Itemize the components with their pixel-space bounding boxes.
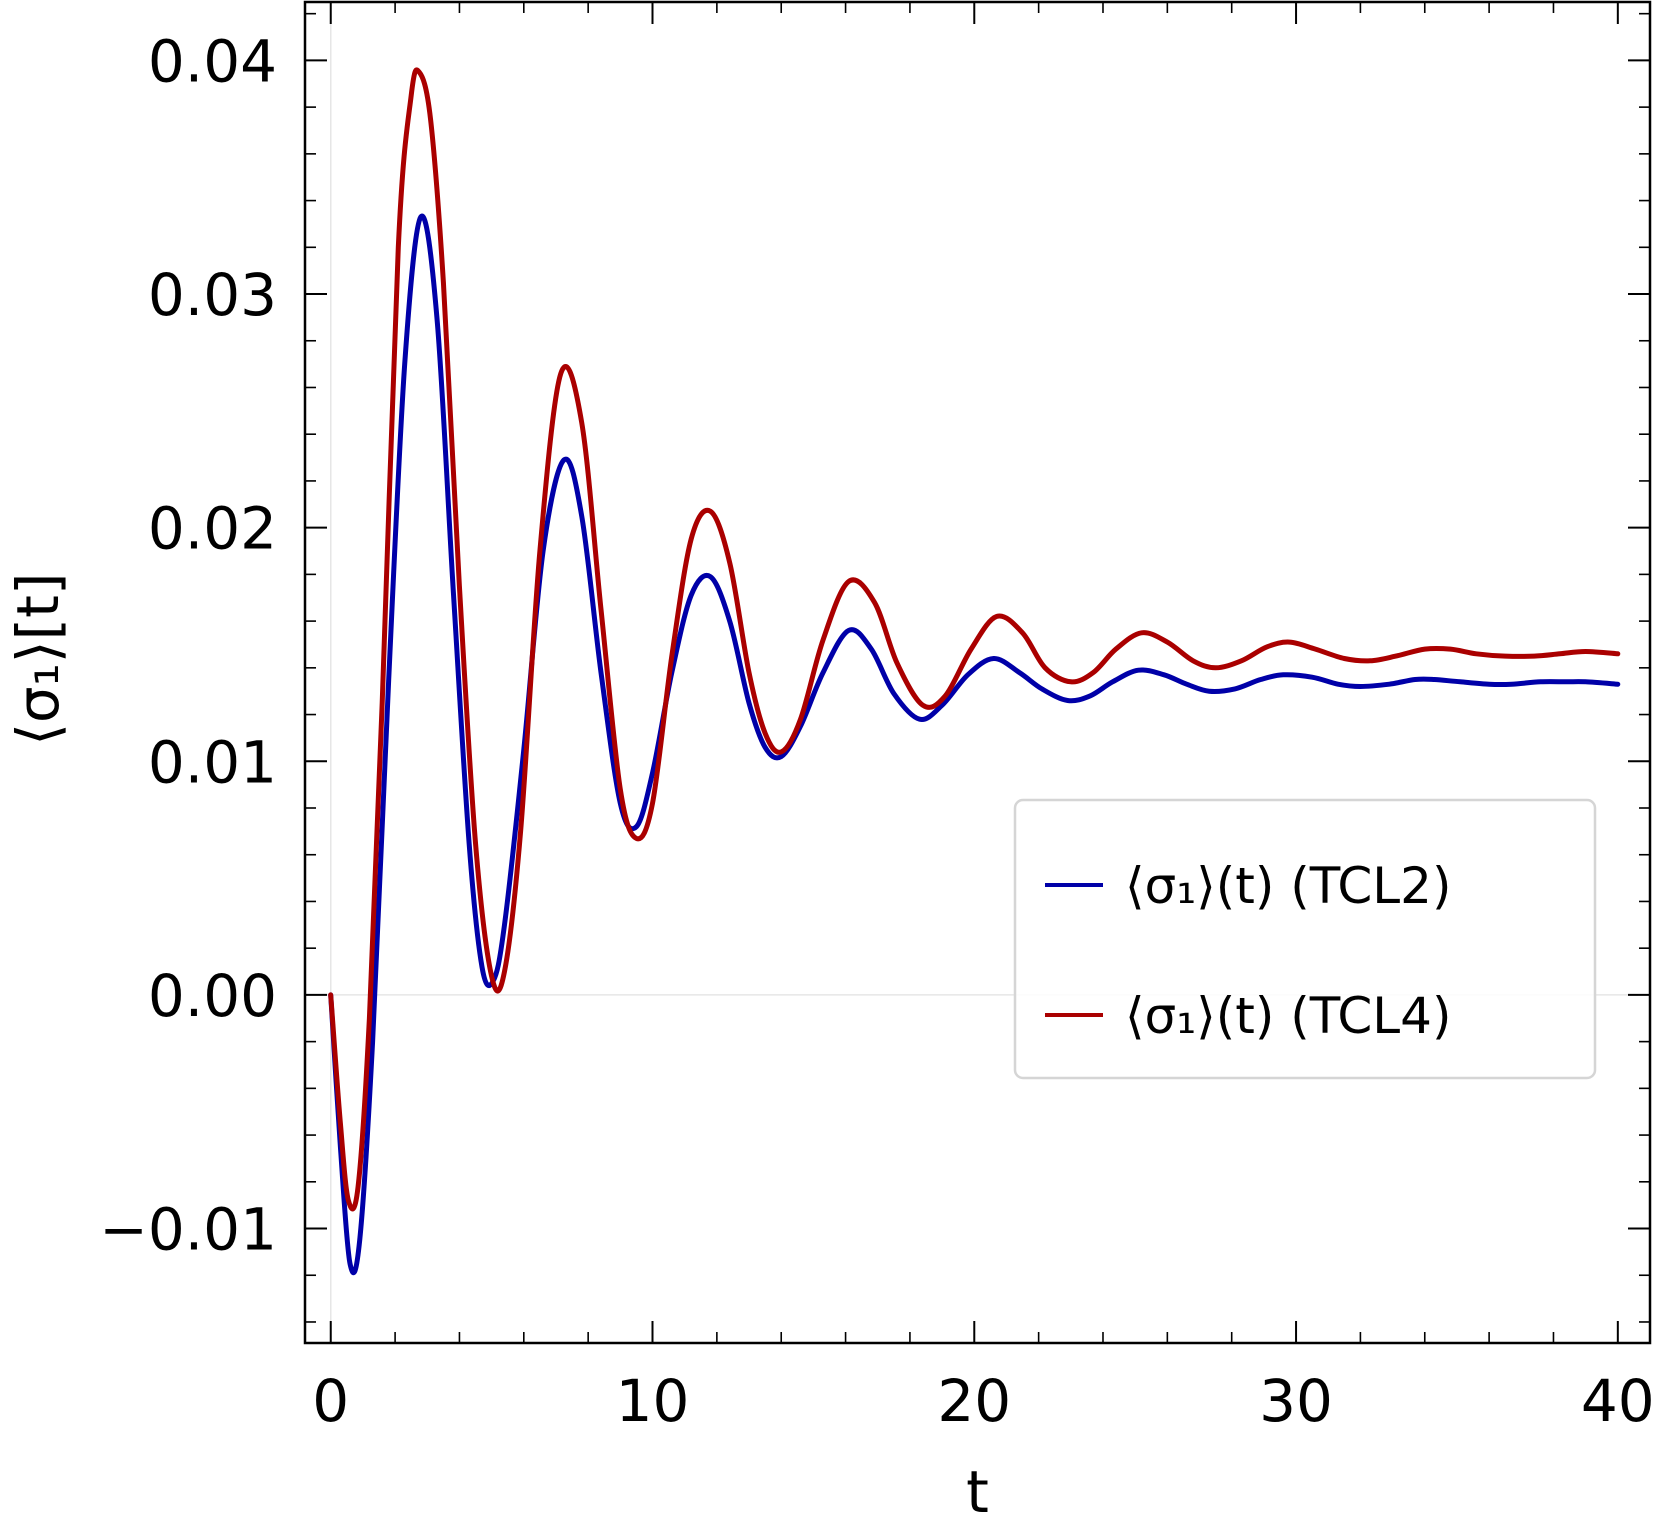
x-axis-label: t <box>966 1458 989 1526</box>
x-tick-label: 10 <box>616 1367 690 1435</box>
legend: ⟨σ₁⟩(t) (TCL2) ⟨σ₁⟩(t) (TCL4) <box>1013 798 1597 1080</box>
tick-labels-layer: 0 10 20 30 40 −0.01 0.00 0.01 0.02 0.03 0.04 <box>99 27 1654 1435</box>
y-tick-label: 0.02 <box>148 495 277 563</box>
x-tick-label: 40 <box>1581 1367 1655 1435</box>
legend-label-tcl4: ⟨σ₁⟩(t) (TCL4) <box>1125 987 1451 1045</box>
y-tick-label: −0.01 <box>99 1196 277 1264</box>
ticks-layer <box>305 2 1650 1343</box>
y-tick-label: 0.04 <box>148 27 277 95</box>
x-tick-label: 20 <box>937 1367 1011 1435</box>
series-line-tcl4 <box>328 67 1621 1212</box>
series-line-tcl2 <box>328 213 1621 1276</box>
zero-lines <box>305 2 1650 1343</box>
legend-label-tcl2: ⟨σ₁⟩(t) (TCL2) <box>1125 857 1451 915</box>
x-tick-label: 0 <box>312 1367 349 1435</box>
legend-box <box>1013 798 1597 1080</box>
axes-frame <box>303 0 1652 1345</box>
y-tick-label: 0.03 <box>148 261 277 329</box>
x-tick-label: 30 <box>1259 1367 1333 1435</box>
y-axis-label: ⟨σ₁⟩[t] <box>4 572 72 745</box>
series-layer <box>328 67 1621 1276</box>
y-tick-label: 0.01 <box>148 728 277 796</box>
y-tick-label: 0.00 <box>148 962 277 1030</box>
